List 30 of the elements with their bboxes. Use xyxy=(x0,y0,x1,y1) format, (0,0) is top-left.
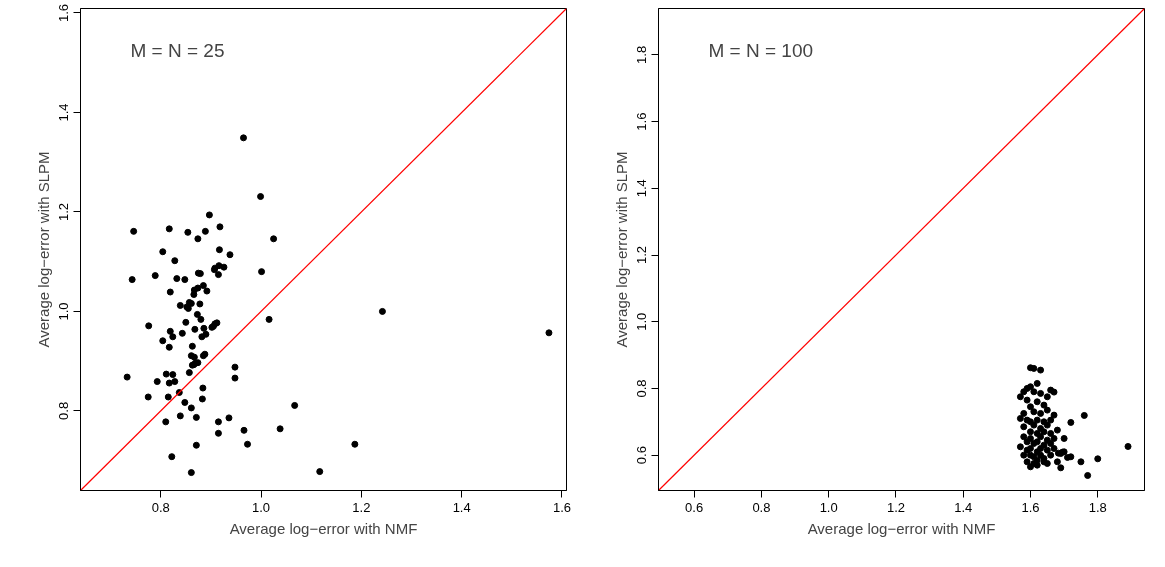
y-tick-label: 1.4 xyxy=(634,179,650,198)
y-tick-label: 1.8 xyxy=(634,45,650,64)
x-tick-label: 1.4 xyxy=(452,499,471,515)
y-tick-label: 1.6 xyxy=(56,3,72,23)
x-tick-label: 0.8 xyxy=(752,499,771,515)
annotation: M = N = 100 xyxy=(708,39,814,61)
y-tick-label: 1.2 xyxy=(634,245,650,265)
x-tick-label: 1.8 xyxy=(1088,499,1107,515)
y-tick-label: 1.0 xyxy=(634,312,650,331)
x-tick-label: 1.0 xyxy=(819,499,838,515)
x-tick-label: 1.6 xyxy=(552,499,572,515)
x-axis-title: Average log−error with NMF xyxy=(229,519,418,537)
y-tick-label: 0.8 xyxy=(56,401,72,420)
y-tick-label: 1.0 xyxy=(56,302,72,321)
y-tick-label: 0.6 xyxy=(634,446,650,465)
y-axis-title: Average log−error with SLPM xyxy=(612,151,630,348)
x-tick-label: 1.2 xyxy=(886,499,905,515)
x-axis-title: Average log−error with NMF xyxy=(807,519,996,537)
y-axis-title: Average log−error with SLPM xyxy=(34,151,52,348)
x-tick-label: 1.0 xyxy=(252,499,271,515)
annotation: M = N = 25 xyxy=(130,39,225,61)
x-tick-label: 0.8 xyxy=(151,499,170,515)
x-tick-label: 1.2 xyxy=(352,499,371,515)
x-tick-label: 1.4 xyxy=(954,499,973,515)
y-tick-label: 1.6 xyxy=(634,112,650,131)
y-tick-label: 1.2 xyxy=(56,202,72,221)
y-tick-label: 0.8 xyxy=(634,379,650,398)
x-tick-label: 0.6 xyxy=(685,499,704,515)
x-tick-label: 1.6 xyxy=(1021,499,1040,515)
y-tick-label: 1.4 xyxy=(56,103,72,122)
